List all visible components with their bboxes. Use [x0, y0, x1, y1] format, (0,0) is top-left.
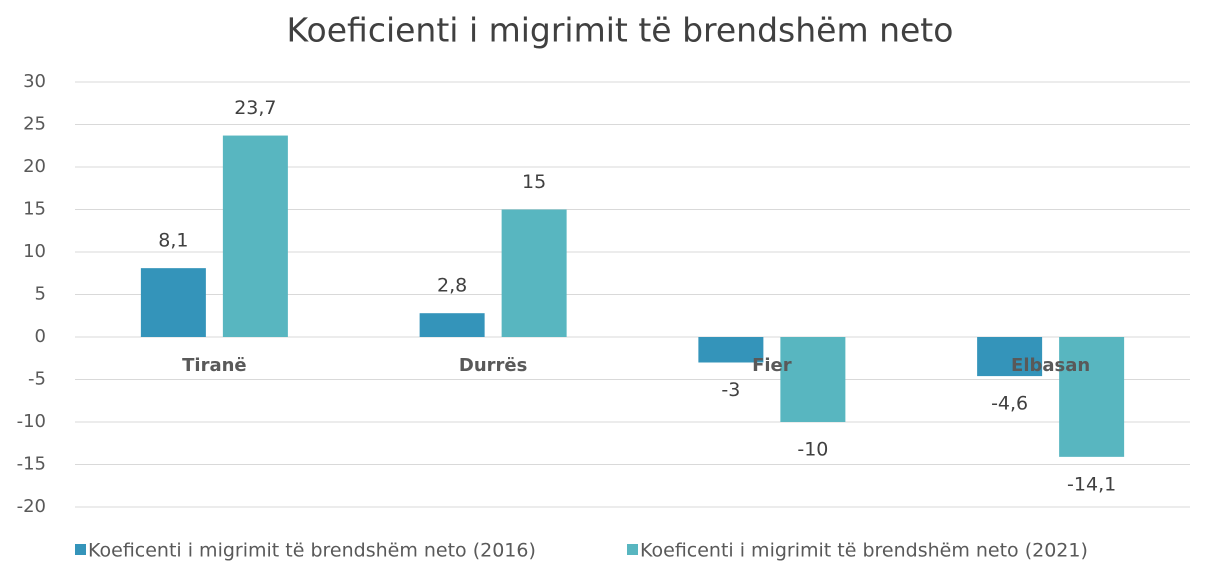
data-label: -10 — [797, 439, 828, 461]
bar — [1059, 337, 1125, 457]
x-tick-label: Tiranë — [182, 355, 247, 376]
legend-swatch — [75, 544, 86, 555]
y-tick-label: -10 — [17, 411, 46, 432]
y-tick-label: 5 — [35, 284, 46, 305]
bar — [977, 337, 1043, 377]
x-tick-label: Elbasan — [1011, 355, 1090, 376]
y-tick-label: 30 — [23, 71, 46, 92]
data-label: -4,6 — [991, 393, 1028, 415]
bar — [419, 313, 485, 337]
y-tick-label: 20 — [23, 156, 46, 177]
y-tick-label: -15 — [17, 454, 46, 475]
data-label: -14,1 — [1067, 473, 1116, 495]
legend-label: Koeficenti i migrimit të brendshëm neto … — [640, 540, 1088, 562]
legend-swatch — [627, 544, 638, 555]
bar — [698, 337, 764, 363]
y-tick-label: 25 — [23, 114, 46, 135]
y-tick-label: -20 — [17, 496, 46, 517]
y-tick-label: 0 — [35, 326, 46, 347]
x-tick-label: Durrës — [459, 355, 527, 376]
chart-title: Koeficienti i migrimit të brendshëm neto — [287, 11, 954, 50]
legend-label: Koeficenti i migrimit të brendshëm neto … — [88, 540, 536, 562]
data-label: 8,1 — [158, 230, 188, 252]
bar — [222, 135, 288, 337]
data-label: 23,7 — [234, 97, 276, 119]
data-label: -3 — [721, 379, 740, 401]
y-tick-label: 15 — [23, 199, 46, 220]
y-tick-label: 10 — [23, 241, 46, 262]
data-label: 15 — [522, 171, 546, 193]
bar — [501, 209, 567, 337]
bar — [140, 268, 206, 337]
data-label: 2,8 — [437, 275, 467, 297]
bar — [780, 337, 846, 422]
y-tick-label: -5 — [28, 369, 46, 390]
x-tick-label: Fier — [752, 355, 792, 376]
